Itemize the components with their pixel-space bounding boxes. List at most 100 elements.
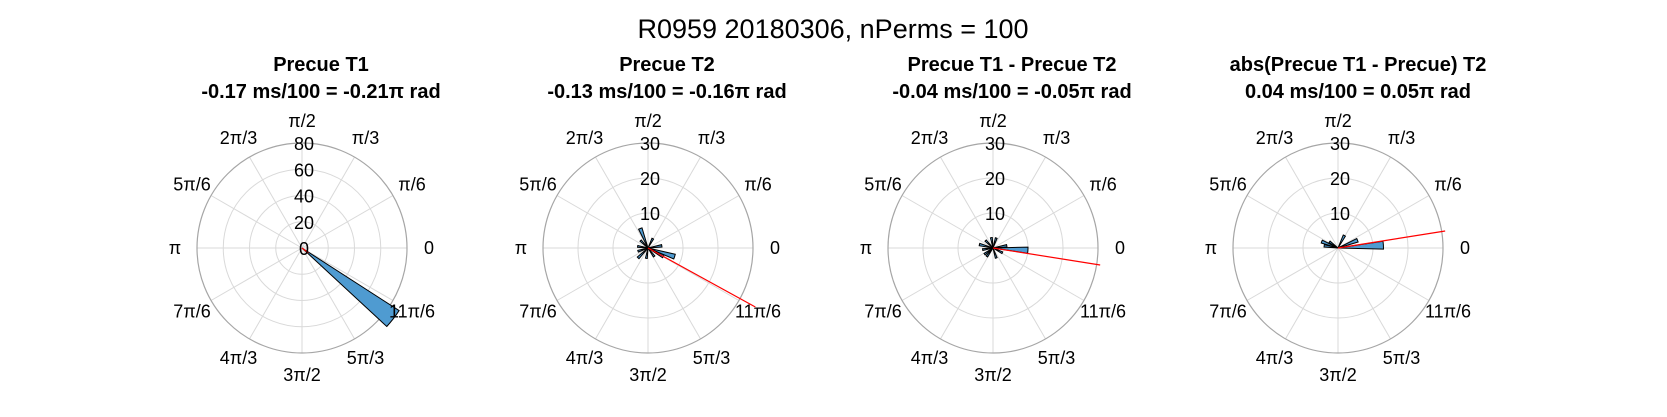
figure-title: R0959 20180306, nPerms = 100 bbox=[637, 14, 1028, 44]
panel-4-histogram-bar bbox=[1323, 244, 1339, 249]
panel-3-angle-label: 4π/3 bbox=[911, 348, 948, 368]
panel-2-radial-tick: 10 bbox=[640, 204, 660, 224]
panel-4-grid-ring bbox=[1267, 177, 1409, 319]
panel-3-angle-label: π/3 bbox=[1043, 128, 1070, 148]
panel-2-histogram-bar bbox=[636, 247, 649, 260]
panel-3-grid-ring bbox=[922, 177, 1064, 319]
panel-3-spoke bbox=[992, 195, 1085, 249]
panel-2-histogram-bar bbox=[639, 239, 649, 249]
panel-4-angle-label: 4π/3 bbox=[1256, 348, 1293, 368]
panel-1-mean-line bbox=[301, 247, 309, 254]
panel-2-histogram-bar bbox=[637, 227, 649, 249]
panel-3-histogram-bar bbox=[992, 244, 1008, 249]
panel-1-title-line2: -0.17 ms/100 = -0.21π rad bbox=[201, 81, 440, 103]
panel-3-radial-tick: 10 bbox=[985, 204, 1005, 224]
panel-2-angle-label: 2π/3 bbox=[566, 128, 603, 148]
panel-1-title-line1: Precue T1 bbox=[273, 54, 369, 76]
panel-2-title-line2: -0.13 ms/100 = -0.16π rad bbox=[547, 81, 786, 103]
panel-4-angle-label: 5π/6 bbox=[1209, 175, 1246, 195]
panel-1-angle-label: π/3 bbox=[352, 128, 379, 148]
panel-3-title-line2: -0.04 ms/100 = -0.05π rad bbox=[892, 81, 1131, 103]
panel-2-angle-label: 7π/6 bbox=[519, 302, 556, 322]
panel-2-spoke bbox=[595, 156, 649, 249]
panel-2-grid-ring bbox=[577, 177, 719, 319]
panel-3-angle-label: 7π/6 bbox=[864, 302, 901, 322]
panel-1-radial-tick: 80 bbox=[294, 134, 314, 154]
panel-4-angle-label: π/2 bbox=[1324, 111, 1351, 131]
panel-3-angle-label: 3π/2 bbox=[974, 365, 1011, 385]
panel-1-angle-label: 5π/3 bbox=[347, 348, 384, 368]
panel-3-angle-label: π/2 bbox=[979, 111, 1006, 131]
panel-4-mean-line bbox=[1337, 230, 1446, 249]
panel-2-spoke bbox=[647, 195, 740, 249]
panel-2-histogram-bar bbox=[644, 247, 649, 260]
panel-3-radial-tick: 30 bbox=[985, 134, 1005, 154]
panel-2-angle-label: π bbox=[515, 238, 527, 258]
panel-1-radial-tick: 40 bbox=[294, 187, 314, 207]
panel-4-spoke bbox=[1337, 247, 1430, 301]
panel-4-histogram-bar bbox=[1320, 239, 1339, 249]
panel-3-histogram-bar bbox=[989, 236, 994, 249]
panel-3-spoke bbox=[992, 247, 1046, 340]
panel-2-radial-tick: 30 bbox=[640, 134, 660, 154]
panel-2-histogram-bar bbox=[647, 237, 655, 249]
panel-2-angle-label: π/6 bbox=[744, 175, 771, 195]
panel-1-angle-label: 3π/2 bbox=[283, 365, 320, 385]
polar-panel-4: abs(Precue T1 - Precue) T2 0.04 ms/100 =… bbox=[1205, 54, 1487, 385]
panel-2-histogram-bar bbox=[636, 244, 649, 249]
panel-4-title-line1: abs(Precue T1 - Precue) T2 bbox=[1230, 54, 1487, 76]
panel-4-outer-circle bbox=[1232, 142, 1444, 354]
panel-3-spoke bbox=[901, 195, 994, 249]
panel-3-angle-label: 11π/6 bbox=[1080, 302, 1126, 322]
panel-3-outer-circle bbox=[887, 142, 1099, 354]
panel-1-radial-tick: 60 bbox=[294, 160, 314, 180]
panel-2-angle-label: 5π/3 bbox=[693, 348, 730, 368]
panel-1-angle-label: 7π/6 bbox=[173, 302, 210, 322]
panel-1-histogram-bar bbox=[301, 247, 400, 328]
panel-2-spoke bbox=[556, 195, 649, 249]
panel-1-grid-ring bbox=[222, 168, 382, 328]
panel-4-angle-label: 3π/2 bbox=[1319, 365, 1356, 385]
panel-3-angle-label: π/6 bbox=[1089, 175, 1116, 195]
panel-4-spoke bbox=[1337, 195, 1430, 249]
panel-2-angle-label: 11π/6 bbox=[735, 302, 781, 322]
panel-1-grid-ring bbox=[249, 195, 355, 301]
panel-1-angle-label: 4π/3 bbox=[220, 348, 257, 368]
panel-2-histogram-bar bbox=[647, 244, 663, 249]
panel-3-spoke bbox=[901, 247, 994, 301]
polar-panel-1: Precue T1 -0.17 ms/100 = -0.21π rad 0 π/6… bbox=[169, 54, 441, 385]
panel-4-angle-label: 2π/3 bbox=[1256, 128, 1293, 148]
panel-4-angle-label: 0 bbox=[1460, 238, 1470, 258]
panel-2-angle-label: π/2 bbox=[634, 111, 661, 131]
panel-3-spoke bbox=[940, 247, 994, 340]
panel-1-radial-tick: 0 bbox=[299, 239, 309, 259]
panel-3-histogram-bar bbox=[981, 247, 994, 252]
panel-4-radial-tick: 20 bbox=[1330, 169, 1350, 189]
panel-3-mean-line bbox=[992, 247, 1101, 266]
panel-2-radial-tick: 20 bbox=[640, 169, 660, 189]
panel-2-histogram-bar bbox=[637, 247, 649, 253]
panel-3-histogram-bar bbox=[992, 247, 1004, 255]
panel-3-angle-label: 2π/3 bbox=[911, 128, 948, 148]
panel-4-spoke bbox=[1285, 247, 1339, 340]
panel-4-angle-label: π/3 bbox=[1388, 128, 1415, 148]
polar-panel-2: Precue T2 -0.13 ms/100 = -0.16π rad 0 π/6… bbox=[515, 54, 787, 385]
panel-3-spoke bbox=[992, 247, 1085, 301]
panel-4-histogram-bar bbox=[1328, 240, 1339, 249]
panel-4-spoke bbox=[1246, 195, 1339, 249]
panel-4-angle-label: π/6 bbox=[1434, 175, 1461, 195]
panel-4-angle-label: 7π/6 bbox=[1209, 302, 1246, 322]
panel-2-histogram-bar bbox=[647, 247, 656, 258]
panel-1-angle-label: 2π/3 bbox=[220, 128, 257, 148]
panel-3-spoke bbox=[940, 156, 994, 249]
panel-1-radial-tick: 20 bbox=[294, 213, 314, 233]
panel-1-angle-label: π/2 bbox=[288, 111, 315, 131]
panel-2-grid-ring bbox=[612, 212, 684, 284]
panel-1-angle-label: 5π/6 bbox=[173, 175, 210, 195]
panel-4-angle-label: 11π/6 bbox=[1425, 302, 1471, 322]
panel-3-spoke bbox=[992, 156, 1046, 249]
panel-3-angle-label: 5π/3 bbox=[1038, 348, 1075, 368]
panel-2-spoke bbox=[647, 247, 701, 340]
panel-4-radial-tick: 30 bbox=[1330, 134, 1350, 154]
